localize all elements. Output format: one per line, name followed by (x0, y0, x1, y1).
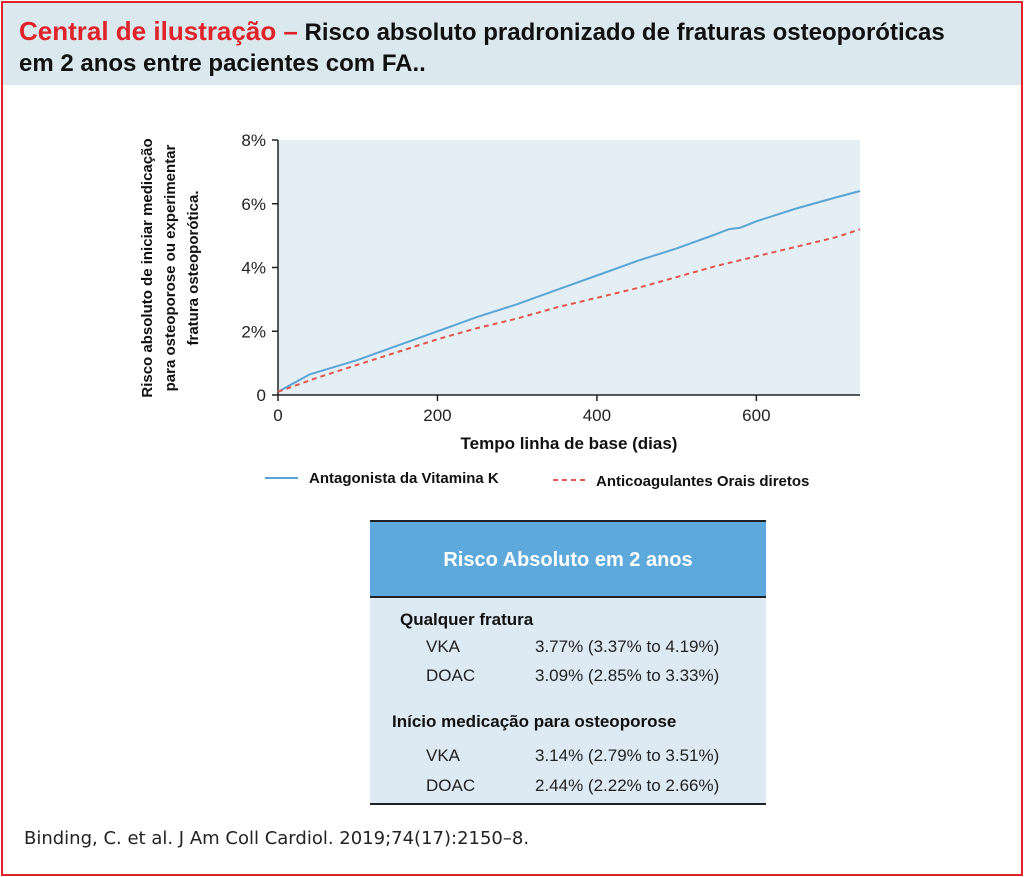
y-axis-label-line: fratura osteoporótica. (185, 190, 202, 345)
y-axis-label-line: para osteoporose ou experimentar (162, 144, 179, 391)
series-line-vka (277, 190, 861, 393)
y-tick-label: 2% (241, 322, 266, 341)
header-banner: Central de ilustração – Risco absoluto p… (3, 3, 1021, 85)
y-tick-label: 8% (241, 131, 266, 150)
row-label-vka: VKA (426, 746, 461, 765)
legend-label: Antagonista da Vitamina K (309, 470, 499, 487)
y-tick-label: 0 (257, 386, 266, 405)
plot-area (278, 140, 860, 395)
header-title-line2: em 2 anos entre pacientes com FA.. (19, 50, 426, 77)
series-line-doac (277, 228, 861, 393)
row-value-vka: 3.14% (2.79% to 3.51%) (535, 746, 720, 765)
row-value-vka: 3.77% (3.37% to 4.19%) (535, 637, 720, 656)
x-axis-label: Tempo linha de base (dias) (461, 434, 678, 453)
row-value-doac: 2.44% (2.22% to 2.66%) (535, 776, 720, 795)
x-tick-label: 200 (423, 406, 451, 425)
y-tick-label: 4% (241, 259, 266, 278)
row-value-doac: 3.09% (2.85% to 3.33%) (535, 666, 720, 685)
x-tick-label: 0 (273, 406, 282, 425)
row-label-doac: DOAC (426, 776, 476, 795)
y-tick-label: 6% (241, 195, 266, 214)
x-tick-label: 400 (583, 406, 611, 425)
header-title-rest: Risco absoluto pradronizado de fraturas … (297, 19, 945, 46)
y-axis-label-line: Risco absoluto de iniciar medicação (139, 138, 156, 397)
section-title-osteoporosis-medication: Início medicação para osteoporose (392, 712, 677, 731)
legend-label: Anticoagulantes Orais diretos (596, 473, 809, 490)
header-title-line1: Central de ilustração – Risco absoluto p… (19, 16, 945, 47)
risk-table: Risco Absoluto em 2 anos Qualquer fratur… (370, 520, 766, 805)
table-title: Risco Absoluto em 2 anos (370, 520, 766, 598)
header-accent-title: Central de ilustração – (19, 16, 298, 46)
section-title-any-fracture: Qualquer fratura (400, 610, 534, 629)
row-label-vka: VKA (426, 637, 461, 656)
citation: Binding, C. et al. J Am Coll Cardiol. 20… (24, 828, 530, 849)
chart: 0 2% 4% 6% 8% 0 200 400 600 Tempo linha de base (… (139, 131, 861, 490)
x-tick-label: 600 (742, 406, 770, 425)
row-label-doac: DOAC (426, 666, 476, 685)
